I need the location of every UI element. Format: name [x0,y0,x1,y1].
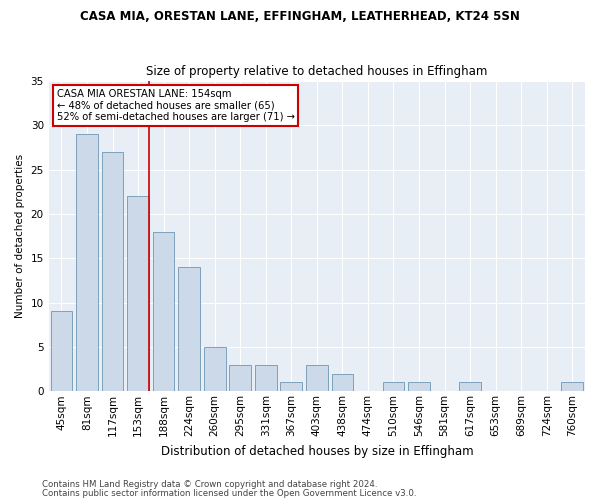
Bar [153,232,175,392]
Bar [127,196,149,392]
Bar [101,152,124,392]
Title: Size of property relative to detached houses in Effingham: Size of property relative to detached ho… [146,66,488,78]
Bar [76,134,98,392]
Text: CASA MIA, ORESTAN LANE, EFFINGHAM, LEATHERHEAD, KT24 5SN: CASA MIA, ORESTAN LANE, EFFINGHAM, LEATH… [80,10,520,23]
Text: Contains HM Land Registry data © Crown copyright and database right 2024.: Contains HM Land Registry data © Crown c… [42,480,377,489]
Bar [408,382,430,392]
Bar [332,374,353,392]
X-axis label: Distribution of detached houses by size in Effingham: Distribution of detached houses by size … [161,444,473,458]
Bar [229,364,251,392]
Bar [255,364,277,392]
Text: CASA MIA ORESTAN LANE: 154sqm
← 48% of detached houses are smaller (65)
52% of s: CASA MIA ORESTAN LANE: 154sqm ← 48% of d… [57,89,295,122]
Bar [306,364,328,392]
Y-axis label: Number of detached properties: Number of detached properties [15,154,25,318]
Bar [280,382,302,392]
Bar [562,382,583,392]
Bar [204,347,226,392]
Text: Contains public sector information licensed under the Open Government Licence v3: Contains public sector information licen… [42,488,416,498]
Bar [50,312,72,392]
Bar [383,382,404,392]
Bar [459,382,481,392]
Bar [178,267,200,392]
